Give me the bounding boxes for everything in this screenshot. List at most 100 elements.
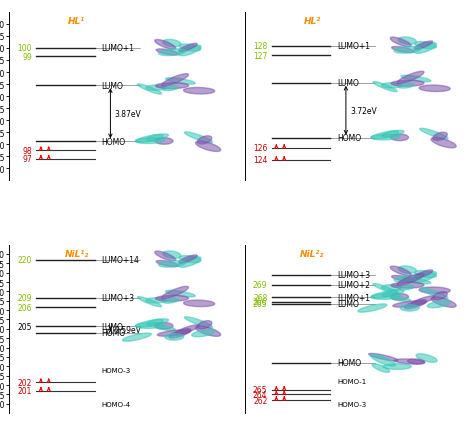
Ellipse shape bbox=[136, 138, 165, 144]
Ellipse shape bbox=[419, 86, 450, 92]
Ellipse shape bbox=[136, 135, 169, 143]
Ellipse shape bbox=[179, 255, 197, 264]
Ellipse shape bbox=[393, 301, 426, 308]
Ellipse shape bbox=[399, 84, 414, 89]
Ellipse shape bbox=[158, 261, 186, 268]
Ellipse shape bbox=[371, 294, 400, 299]
Text: HOMO: HOMO bbox=[101, 328, 126, 337]
Ellipse shape bbox=[394, 276, 421, 282]
Ellipse shape bbox=[162, 287, 189, 299]
Ellipse shape bbox=[414, 270, 433, 279]
Text: 97: 97 bbox=[22, 155, 32, 164]
Ellipse shape bbox=[433, 292, 447, 300]
Text: NiL²₂: NiL²₂ bbox=[300, 249, 324, 258]
Ellipse shape bbox=[391, 282, 424, 288]
Text: 0.59eV: 0.59eV bbox=[115, 325, 142, 334]
Ellipse shape bbox=[155, 138, 173, 145]
Text: 3.87eV: 3.87eV bbox=[115, 109, 142, 118]
Text: 99: 99 bbox=[22, 53, 32, 62]
Ellipse shape bbox=[165, 334, 183, 340]
Ellipse shape bbox=[146, 135, 163, 142]
Ellipse shape bbox=[431, 297, 456, 308]
Text: 262: 262 bbox=[253, 396, 267, 405]
Text: HOMO: HOMO bbox=[337, 358, 361, 367]
Ellipse shape bbox=[382, 83, 402, 89]
Text: NiL¹₂: NiL¹₂ bbox=[64, 249, 89, 258]
Ellipse shape bbox=[158, 50, 186, 56]
Ellipse shape bbox=[122, 333, 151, 341]
Ellipse shape bbox=[197, 136, 212, 145]
Ellipse shape bbox=[392, 47, 414, 54]
Text: 264: 264 bbox=[253, 390, 267, 399]
Ellipse shape bbox=[197, 321, 212, 329]
Ellipse shape bbox=[165, 78, 195, 85]
Ellipse shape bbox=[414, 272, 437, 282]
Ellipse shape bbox=[391, 81, 424, 87]
Text: 126: 126 bbox=[253, 144, 267, 153]
Text: LUMO+1: LUMO+1 bbox=[337, 42, 370, 51]
Ellipse shape bbox=[408, 359, 425, 364]
Ellipse shape bbox=[370, 354, 396, 366]
Ellipse shape bbox=[155, 323, 173, 329]
Ellipse shape bbox=[382, 285, 402, 290]
Ellipse shape bbox=[179, 256, 201, 263]
Text: HOMO-3: HOMO-3 bbox=[337, 401, 366, 407]
Ellipse shape bbox=[146, 298, 166, 303]
Ellipse shape bbox=[155, 296, 189, 302]
Ellipse shape bbox=[175, 325, 199, 334]
Text: HOMO-3: HOMO-3 bbox=[101, 367, 131, 373]
Text: 202: 202 bbox=[18, 378, 32, 387]
Ellipse shape bbox=[371, 135, 400, 141]
Text: LUMO+1: LUMO+1 bbox=[101, 44, 135, 53]
Text: 269: 269 bbox=[253, 281, 267, 290]
Text: HL²: HL² bbox=[304, 17, 321, 26]
Ellipse shape bbox=[179, 46, 201, 57]
Ellipse shape bbox=[137, 85, 162, 95]
Text: HOMO: HOMO bbox=[337, 134, 361, 143]
Ellipse shape bbox=[372, 364, 390, 372]
Ellipse shape bbox=[397, 72, 424, 84]
Ellipse shape bbox=[192, 330, 215, 337]
Ellipse shape bbox=[165, 291, 195, 297]
Ellipse shape bbox=[156, 50, 179, 56]
Ellipse shape bbox=[411, 296, 435, 305]
Ellipse shape bbox=[394, 47, 421, 54]
Text: 128: 128 bbox=[253, 42, 267, 51]
Text: 206: 206 bbox=[18, 303, 32, 312]
Ellipse shape bbox=[163, 299, 179, 303]
Ellipse shape bbox=[157, 330, 191, 337]
Ellipse shape bbox=[415, 271, 437, 278]
Text: 268: 268 bbox=[253, 293, 267, 302]
Text: 265: 265 bbox=[253, 386, 267, 394]
Text: LUMO: LUMO bbox=[337, 79, 359, 88]
Text: 205: 205 bbox=[18, 322, 32, 331]
Ellipse shape bbox=[420, 288, 448, 299]
Ellipse shape bbox=[401, 305, 419, 311]
Text: HOMO-1: HOMO-1 bbox=[337, 378, 366, 384]
Ellipse shape bbox=[156, 261, 179, 267]
Ellipse shape bbox=[155, 40, 176, 50]
Ellipse shape bbox=[433, 133, 447, 141]
Text: 98: 98 bbox=[22, 147, 32, 155]
Ellipse shape bbox=[416, 354, 437, 363]
Ellipse shape bbox=[184, 317, 212, 328]
Ellipse shape bbox=[415, 43, 437, 49]
Text: 220: 220 bbox=[18, 256, 32, 265]
Text: 209: 209 bbox=[18, 294, 32, 303]
Ellipse shape bbox=[196, 142, 221, 152]
Ellipse shape bbox=[179, 45, 201, 52]
Ellipse shape bbox=[136, 323, 165, 328]
Text: LUMO+3: LUMO+3 bbox=[337, 271, 370, 279]
Text: 124: 124 bbox=[253, 156, 267, 165]
Text: 201: 201 bbox=[18, 386, 32, 395]
Ellipse shape bbox=[398, 266, 417, 273]
Text: HOMO: HOMO bbox=[101, 137, 126, 147]
Ellipse shape bbox=[163, 86, 179, 91]
Ellipse shape bbox=[399, 285, 414, 291]
Ellipse shape bbox=[420, 129, 448, 140]
Text: 100: 100 bbox=[18, 44, 32, 53]
Ellipse shape bbox=[183, 88, 215, 95]
Ellipse shape bbox=[179, 44, 197, 52]
Text: LUMO+14: LUMO+14 bbox=[101, 256, 139, 265]
Ellipse shape bbox=[398, 38, 417, 45]
